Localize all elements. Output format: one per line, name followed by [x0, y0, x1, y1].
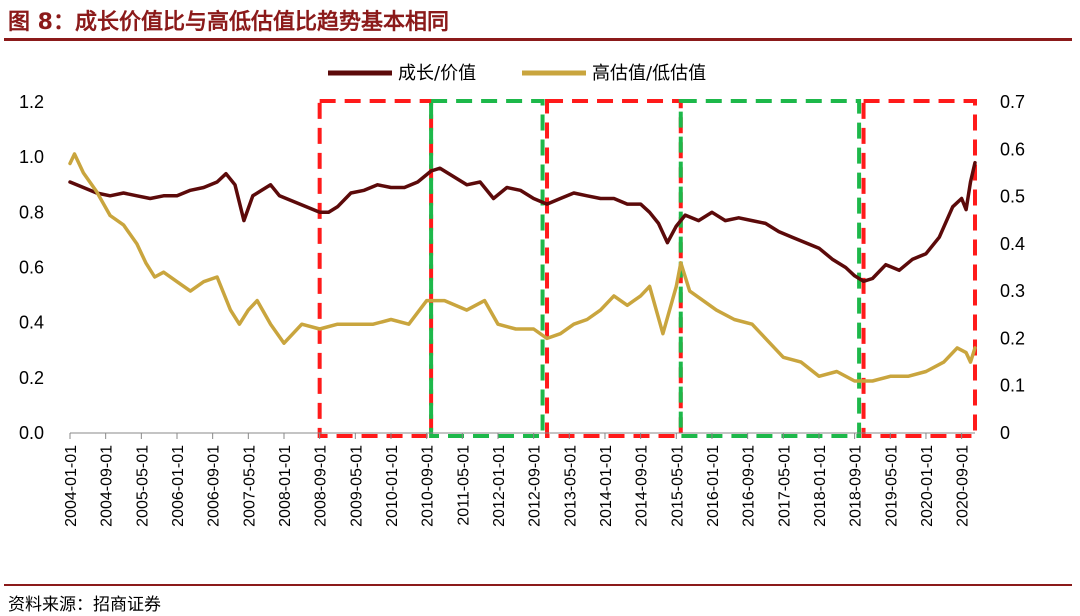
right-axis-tick-label: 0.7 — [1000, 92, 1025, 112]
x-axis-tick-label: 2012-09-01 — [527, 445, 544, 527]
x-axis-ticks: 2004-01-01 2004-09-01 2005-05-01 2006-01-01… — [63, 433, 972, 527]
left-axis-tick-label: 0.8 — [19, 202, 44, 222]
x-axis-tick-label: 2006-09-01 — [206, 445, 223, 527]
right-axis-tick-label: 0.6 — [1000, 139, 1025, 159]
x-axis-tick-label: 2013-05-01 — [562, 445, 579, 527]
x-axis-tick-label: 2009-05-01 — [348, 445, 365, 527]
red-trend-region-box — [545, 99, 683, 438]
x-axis-tick-label: 2016-09-01 — [741, 445, 758, 527]
line-chart: 成长/价值 高估值/低估值 2004-01-01 2004-09-01 2005-0… — [19, 63, 1025, 527]
x-axis-tick-label: 2010-01-01 — [384, 445, 401, 527]
x-axis-tick-label: 2011-05-01 — [455, 445, 472, 526]
green-trend-region-box — [429, 99, 545, 438]
x-axis-tick-label: 2020-01-01 — [919, 445, 936, 527]
series-lines — [68, 152, 977, 383]
left-axis-tick-label: 0.2 — [19, 368, 44, 388]
right-axis-ticks: 0 0.1 0.2 0.3 0.4 0.5 0.6 0.7 — [1000, 92, 1025, 443]
series-line-growth-value — [68, 160, 977, 284]
x-axis-tick-label: 2014-01-01 — [598, 445, 615, 527]
left-axis-tick-label: 0.6 — [19, 258, 44, 278]
x-axis-tick-label: 2005-05-01 — [134, 445, 151, 527]
right-axis-tick-label: 0.3 — [1000, 281, 1025, 301]
left-axis-tick-label: 1.0 — [19, 147, 44, 167]
green-trend-region-box — [678, 99, 862, 438]
x-axis-tick-label: 2019-05-01 — [883, 445, 900, 527]
x-axis-tick-label: 2020-09-01 — [955, 445, 972, 527]
source-divider — [4, 584, 1072, 586]
legend-label-high-low: 高估值/低估值 — [592, 63, 706, 84]
right-axis-tick-label: 0.1 — [1000, 376, 1025, 396]
right-axis-tick-label: 0.4 — [1000, 234, 1025, 254]
red-trend-region-box — [861, 99, 978, 438]
right-axis-tick-label: 0.5 — [1000, 187, 1025, 207]
x-axis-tick-label: 2006-01-01 — [170, 445, 187, 527]
x-axis-tick-label: 2008-01-01 — [277, 445, 294, 527]
left-axis-tick-label: 0.0 — [19, 423, 44, 443]
series-line-high-low — [68, 152, 977, 383]
chart-legend: 成长/价值 高估值/低估值 — [328, 63, 706, 84]
x-axis-tick-label: 2008-09-01 — [313, 445, 330, 527]
title-divider — [4, 38, 1072, 41]
x-axis-tick-label: 2015-05-01 — [669, 445, 686, 527]
right-axis-tick-label: 0.2 — [1000, 328, 1025, 348]
x-axis-tick-label: 2012-01-01 — [491, 445, 508, 527]
source-note: 资料来源：招商证券 — [8, 595, 161, 615]
x-axis-tick-label: 2010-09-01 — [420, 445, 437, 527]
legend-label-growth-value: 成长/价值 — [398, 63, 476, 84]
left-axis-tick-label: 1.2 — [19, 92, 44, 112]
left-axis-tick-label: 0.4 — [19, 313, 44, 333]
x-axis-tick-label: 2007-05-01 — [241, 445, 258, 527]
page-title: 图 8：成长价值比与高低估值比趋势基本相同 — [8, 10, 449, 35]
right-axis-tick-label: 0 — [1000, 423, 1010, 443]
left-axis-ticks: 0.0 0.2 0.4 0.6 0.8 1.0 1.2 — [19, 92, 44, 443]
x-axis-tick-label: 2004-01-01 — [63, 445, 80, 527]
trend-regions — [317, 99, 978, 438]
x-axis-tick-label: 2016-01-01 — [705, 445, 722, 527]
x-axis-tick-label: 2018-09-01 — [848, 445, 865, 527]
x-axis-tick-label: 2004-09-01 — [99, 445, 116, 527]
x-axis-tick-label: 2018-01-01 — [812, 445, 829, 527]
x-axis-tick-label: 2014-09-01 — [634, 445, 651, 527]
x-axis-tick-label: 2017-05-01 — [776, 445, 793, 527]
red-trend-region-box — [317, 99, 434, 438]
